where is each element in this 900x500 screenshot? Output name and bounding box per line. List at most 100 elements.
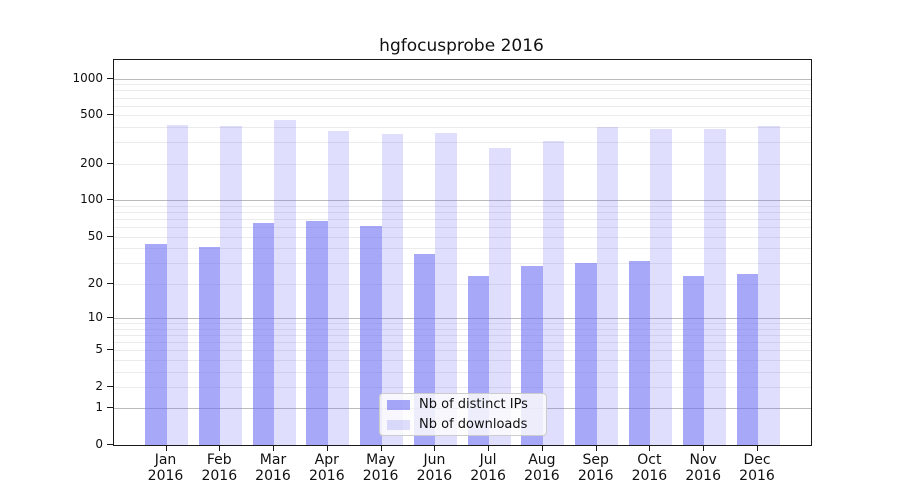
gridline-minor [114,211,811,213]
y-tick-label: 100 [80,192,103,207]
gridline-minor [114,334,811,336]
x-tick [273,445,274,451]
gridline-minor [114,386,811,388]
legend-item-downloads: Nb of downloads [387,416,546,433]
x-tick-label: Dec 2016 [739,452,775,484]
gridline-minor [114,127,811,129]
gridline-minor [114,163,811,165]
bar-downloads [220,126,242,445]
x-tick [541,445,543,451]
gridline-minor [114,142,811,144]
bar-distinct-ips [682,276,705,445]
x-tick [703,445,705,451]
x-tick [434,445,436,451]
gridline-major [114,317,811,319]
x-tick [649,445,651,451]
gridline-minor [114,115,811,117]
x-tick [595,445,597,451]
gridline-minor [114,97,811,99]
gridline-major [114,200,811,202]
x-tick-label: Jul 2016 [470,452,506,484]
bar-distinct-ips [736,274,758,445]
y-tick [107,162,113,164]
gridline-minor [114,227,811,228]
y-tick-label: 0 [95,437,103,451]
legend-swatch-downloads [387,419,410,430]
gridline-minor [114,84,811,86]
y-tick [107,407,113,409]
x-tick-label: Apr 2016 [308,452,345,484]
bar-downloads [650,128,672,445]
y-tick-label: 5 [95,342,103,356]
y-tick-label: 50 [87,228,103,243]
x-tick [757,445,758,451]
gridline-minor [114,371,811,373]
gridline-minor [114,350,811,351]
gridline-minor [114,359,811,361]
y-tick [107,235,113,237]
bar-distinct-ips [628,261,651,445]
legend-label-downloads: Nb of downloads [419,417,528,432]
bar-downloads [758,126,780,445]
gridline-minor [114,248,811,249]
y-tick [107,114,113,116]
bar-downloads [704,128,726,445]
gridline-minor [114,105,811,107]
bar-downloads [274,119,296,445]
y-tick-label: 500 [80,107,103,122]
legend-swatch-distinct-ips [387,399,410,410]
bar-downloads [166,124,188,445]
x-tick-label: Jun 2016 [416,452,453,484]
bar-downloads [489,147,511,445]
y-tick-label: 200 [80,155,103,170]
gridline-minor [114,262,811,264]
bar-downloads [327,130,350,445]
gridline-minor [114,218,811,220]
gridline-major [114,78,811,80]
x-tick [165,445,167,451]
x-tick [380,445,382,451]
y-tick [107,316,113,318]
y-tick [107,349,113,350]
bar-downloads [435,133,457,445]
legend-item-distinct-ips: Nb of distinct IPs [387,396,546,413]
gridline-minor [114,328,811,330]
chart-title: hgfocusprobe 2016 [379,36,544,56]
x-tick-label: Nov 2016 [685,452,721,484]
y-tick-label: 1 [95,400,103,415]
plot-area [113,59,812,446]
legend-label-distinct-ips: Nb of distinct IPs [419,397,528,412]
x-tick [326,445,328,451]
x-tick [488,445,490,451]
gridline-minor [114,90,811,92]
gridline-minor [114,322,811,324]
x-tick-label: Jan 2016 [147,452,184,484]
bar-distinct-ips [360,226,382,445]
x-tick-label: Mar 2016 [255,452,291,484]
bar-distinct-ips [198,246,221,445]
x-tick-label: Feb 2016 [201,452,238,484]
y-tick-label: 1000 [72,70,103,85]
bar-distinct-ips [306,221,328,445]
y-tick-label: 20 [87,275,103,290]
gridline-minor [114,283,811,285]
y-tick [107,282,113,284]
x-tick-label: May 2016 [362,452,399,484]
legend: Nb of distinct IPs Nb of downloads [379,393,547,436]
gridline-minor [114,341,811,343]
y-tick [107,199,113,201]
y-tick [107,444,113,445]
y-tick [107,77,113,79]
bar-downloads [542,141,565,445]
bar-distinct-ips [145,244,167,445]
bar-downloads [381,133,404,445]
y-tick [107,385,113,387]
y-tick-label: 2 [95,378,103,393]
x-tick-label: Oct 2016 [631,452,668,484]
bar-downloads [596,127,619,445]
bar-distinct-ips [575,262,597,445]
y-tick-label: 10 [87,309,103,324]
x-tick-label: Aug 2016 [524,452,560,484]
bar-distinct-ips [252,222,274,445]
